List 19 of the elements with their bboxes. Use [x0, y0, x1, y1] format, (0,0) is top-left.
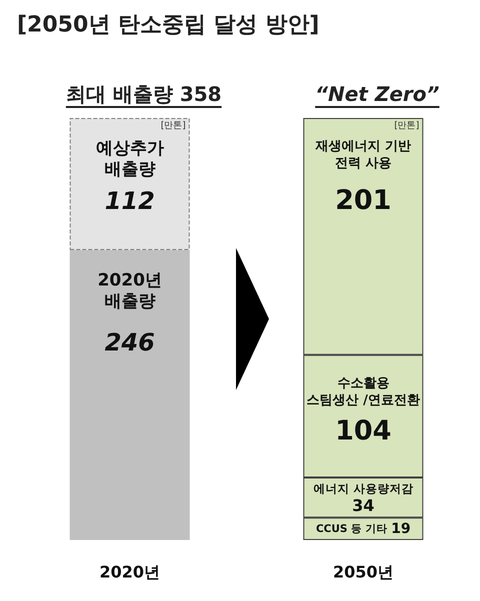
annotation: [만톤]: [394, 121, 420, 132]
data-label: 34: [352, 496, 374, 515]
data-label: 246: [104, 328, 155, 356]
data-label: 201: [335, 185, 392, 216]
data-label: 112: [104, 186, 155, 215]
x-tick-label: 2020년: [99, 562, 160, 582]
total-label: 최대 배출량 358: [66, 82, 222, 106]
series-label: 2020년 배출량: [98, 270, 162, 312]
data-label: 19: [391, 520, 411, 537]
x-tick-label: 2050년: [332, 562, 394, 582]
total-label: “Net Zero”: [315, 82, 440, 106]
data-label: 104: [335, 415, 392, 446]
series-label: 예상추가 배출량: [96, 138, 164, 180]
series-label: 수소활용 스팀생산 /연료전환: [306, 376, 420, 408]
annotation: [만톤]: [160, 121, 186, 132]
series-label: 재생에너지 기반 전력 사용: [314, 139, 412, 171]
series-label: CCUS 등 기타: [316, 522, 388, 535]
chart-title: [2050년 탄소중립 달성 방안]: [17, 12, 320, 38]
series-label: 에너지 사용량저감: [313, 482, 414, 496]
